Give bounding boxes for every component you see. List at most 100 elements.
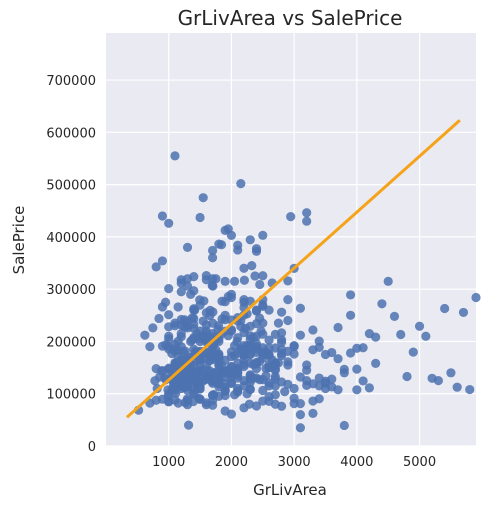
data-point: [264, 335, 274, 345]
data-point: [314, 336, 324, 346]
data-point: [201, 270, 211, 281]
y-tick-label: 300000: [46, 283, 96, 298]
data-point: [226, 372, 237, 382]
data-point: [251, 244, 262, 254]
data-point: [148, 323, 158, 333]
data-point: [164, 284, 174, 294]
data-point: [170, 339, 180, 349]
data-point: [208, 318, 218, 328]
data-point: [176, 287, 186, 297]
data-point: [308, 396, 318, 406]
regression-line: [125, 119, 461, 419]
data-point: [201, 308, 211, 318]
data-point: [433, 376, 443, 386]
data-point: [201, 335, 211, 345]
data-point: [176, 332, 186, 342]
y-tick-label: 500000: [46, 179, 96, 194]
data-point: [182, 242, 193, 252]
data-point: [333, 322, 343, 333]
data-point: [383, 276, 393, 286]
data-point: [176, 379, 186, 389]
data-point: [276, 344, 287, 355]
data-point: [273, 318, 284, 328]
data-point: [189, 323, 199, 333]
data-point: [239, 275, 250, 285]
data-point: [208, 329, 218, 339]
y-tick-label: 400000: [46, 231, 96, 246]
data-point: [233, 383, 243, 394]
data-point: [270, 390, 280, 400]
data-point: [283, 295, 293, 305]
data-point: [151, 262, 161, 272]
data-point: [458, 307, 469, 318]
data-point: [208, 400, 218, 410]
data-point: [220, 355, 230, 365]
data-point: [270, 358, 280, 368]
data-point: [295, 410, 306, 420]
data-point: [414, 321, 425, 331]
data-point: [164, 310, 174, 320]
data-point: [220, 406, 230, 416]
data-point: [157, 302, 168, 312]
data-point: [226, 230, 237, 240]
data-point: [154, 313, 164, 324]
data-point: [276, 307, 287, 317]
data-point: [276, 377, 287, 387]
data-point: [233, 333, 243, 343]
data-point: [157, 211, 168, 221]
data-point: [189, 304, 199, 314]
data-point: [189, 272, 199, 282]
axis-ticks: 1000 2000 3000 4000 5000 0 100000 200000 300000 4…: [46, 74, 436, 470]
data-point: [226, 378, 237, 388]
data-point: [239, 263, 249, 273]
data-point: [302, 360, 312, 370]
data-point: [289, 393, 299, 403]
data-point: [245, 331, 255, 341]
data-point: [189, 376, 199, 386]
data-point: [345, 290, 356, 300]
data-point: [182, 395, 193, 406]
data-point: [176, 275, 186, 285]
data-point: [145, 342, 155, 352]
data-point: [389, 311, 400, 321]
data-point: [276, 337, 287, 347]
y-tick-label: 600000: [46, 126, 96, 141]
data-point: [258, 385, 268, 396]
y-axis-label: SalePrice: [10, 206, 28, 275]
data-point: [471, 292, 481, 303]
data-point: [245, 349, 255, 360]
y-tick-label: 100000: [46, 388, 96, 403]
data-point: [258, 375, 268, 385]
data-point: [182, 316, 193, 326]
x-tick-label: 5000: [403, 455, 436, 470]
data-point: [195, 384, 205, 394]
data-point: [255, 279, 265, 290]
data-point: [333, 385, 343, 395]
data-point: [189, 286, 199, 296]
data-point: [233, 245, 243, 255]
x-tick-label: 4000: [340, 455, 373, 470]
data-point: [295, 330, 306, 340]
data-point: [251, 319, 262, 329]
regression-line-group: [125, 119, 461, 419]
data-point: [352, 364, 362, 374]
data-point: [302, 208, 312, 218]
data-point: [151, 364, 161, 374]
data-point: [289, 349, 299, 359]
data-point: [452, 382, 462, 392]
data-point: [314, 373, 324, 383]
data-point: [236, 179, 246, 189]
data-point: [164, 322, 174, 332]
data-point: [320, 349, 331, 360]
x-tick-label: 3000: [278, 455, 311, 470]
data-point: [308, 379, 318, 389]
data-point: [295, 303, 306, 313]
data-point: [396, 329, 406, 340]
x-tick-label: 2000: [215, 455, 248, 470]
data-point: [371, 332, 381, 342]
data-point: [465, 384, 475, 395]
data-point: [308, 408, 318, 418]
data-point: [183, 420, 194, 430]
data-point: [258, 271, 268, 281]
